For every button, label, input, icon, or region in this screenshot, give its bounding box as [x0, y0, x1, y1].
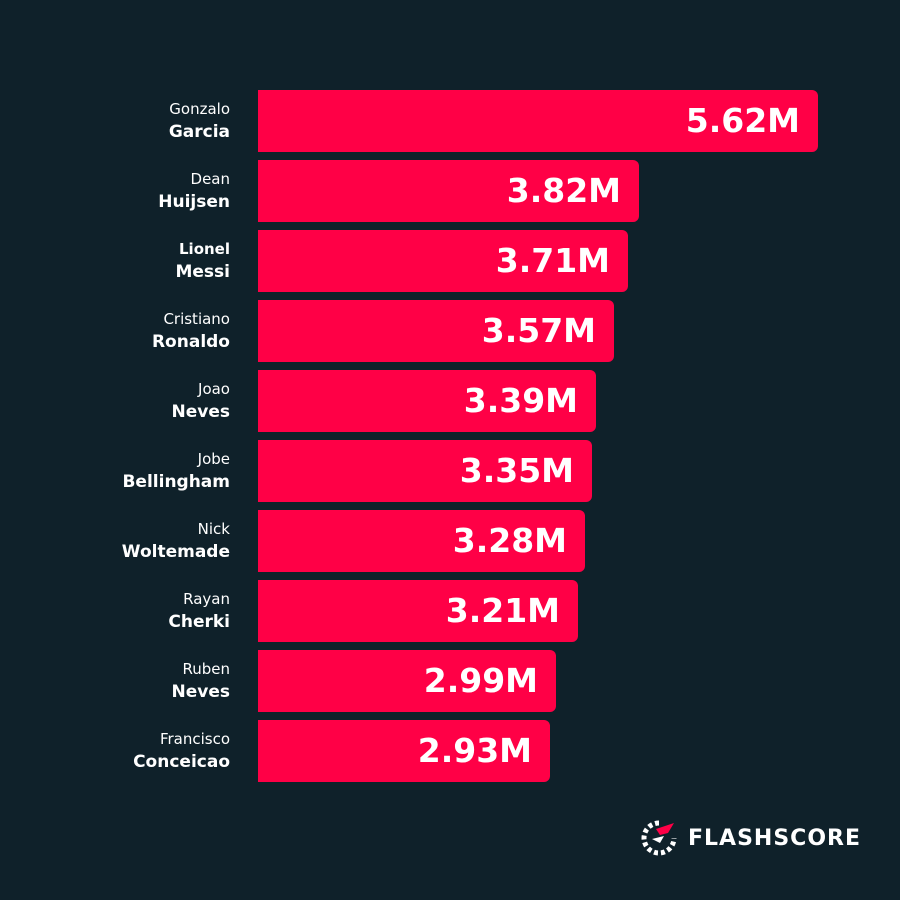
player-name: Francisco Conceicao [133, 728, 230, 774]
player-last-name: Conceicao [133, 752, 230, 772]
player-last-name: Garcia [168, 122, 230, 142]
chart-row: Lionel Messi 3.71M [0, 230, 900, 294]
bar-value-label: 3.82M [506, 171, 621, 210]
bar: 3.21M [258, 580, 578, 642]
player-last-name: Messi [175, 262, 230, 282]
player-first-name: Dean [190, 170, 230, 188]
player-name: Ruben Neves [172, 658, 231, 704]
player-name: Nick Woltemade [122, 518, 230, 564]
bar: 3.28M [258, 510, 585, 572]
chart-row: Gonzalo Garcia 5.62M [0, 90, 900, 154]
chart-row: Dean Huijsen 3.82M [0, 160, 900, 224]
player-last-name: Bellingham [122, 472, 230, 492]
bar: 3.82M [258, 160, 639, 222]
player-first-name: Joao [198, 380, 230, 398]
player-name: Rayan Cherki [168, 588, 230, 634]
bar: 3.71M [258, 230, 628, 292]
chart-row: Ruben Neves 2.99M [0, 650, 900, 714]
player-last-name: Neves [171, 682, 231, 702]
bar-value-label: 3.39M [463, 381, 578, 420]
player-name: Dean Huijsen [158, 168, 230, 214]
chart-row: Francisco Conceicao 2.93M [0, 720, 900, 784]
bar: 2.93M [258, 720, 550, 782]
bar: 3.35M [258, 440, 592, 502]
player-first-name: Gonzalo [169, 100, 230, 118]
logo-text: FLASHSCORE [688, 825, 861, 851]
bar-value-label: 2.99M [423, 661, 538, 700]
bar: 3.57M [258, 300, 614, 362]
player-first-name: Francisco [159, 730, 230, 748]
player-name: Jobe Bellingham [122, 448, 230, 494]
player-name: Gonzalo Garcia [169, 98, 230, 144]
player-first-name: Nick [197, 520, 230, 538]
player-first-name: Cristiano [163, 310, 230, 328]
bar-value-label: 5.62M [685, 101, 800, 140]
player-last-name: Huijsen [158, 192, 230, 212]
player-last-name: Woltemade [121, 542, 230, 562]
chart-row: Joao Neves 3.39M [0, 370, 900, 434]
bar-value-label: 3.71M [495, 241, 610, 280]
bar-value-label: 2.93M [417, 731, 532, 770]
bar-chart: Gonzalo Garcia 5.62M Dean Huijsen 3.82M Lionel… [0, 90, 900, 784]
bar: 5.62M [258, 90, 818, 152]
player-last-name: Cherki [168, 612, 230, 632]
player-first-name: Jobe [197, 450, 230, 468]
player-last-name: Ronaldo [151, 332, 230, 352]
bar-value-label: 3.21M [445, 591, 560, 630]
chart-row: Rayan Cherki 3.21M [0, 580, 900, 644]
flashscore-logo: FLASHSCORE [640, 818, 860, 858]
bar-value-label: 3.57M [481, 311, 596, 350]
player-first-name: Ruben [182, 660, 230, 678]
player-last-name: Neves [171, 402, 231, 422]
player-first-name: Rayan [183, 590, 230, 608]
player-first-name: Lionel [179, 240, 230, 258]
chart-row: Cristiano Ronaldo 3.57M [0, 300, 900, 364]
bar-value-label: 3.35M [459, 451, 574, 490]
flashscore-logo-icon [641, 820, 677, 856]
chart-row: Nick Woltemade 3.28M [0, 510, 900, 574]
player-name: Joao Neves [172, 378, 231, 424]
bar: 2.99M [258, 650, 556, 712]
player-name: Cristiano Ronaldo [152, 308, 230, 354]
bar: 3.39M [258, 370, 596, 432]
player-name: Lionel Messi [175, 238, 230, 284]
bar-value-label: 3.28M [452, 521, 567, 560]
chart-row: Jobe Bellingham 3.35M [0, 440, 900, 504]
